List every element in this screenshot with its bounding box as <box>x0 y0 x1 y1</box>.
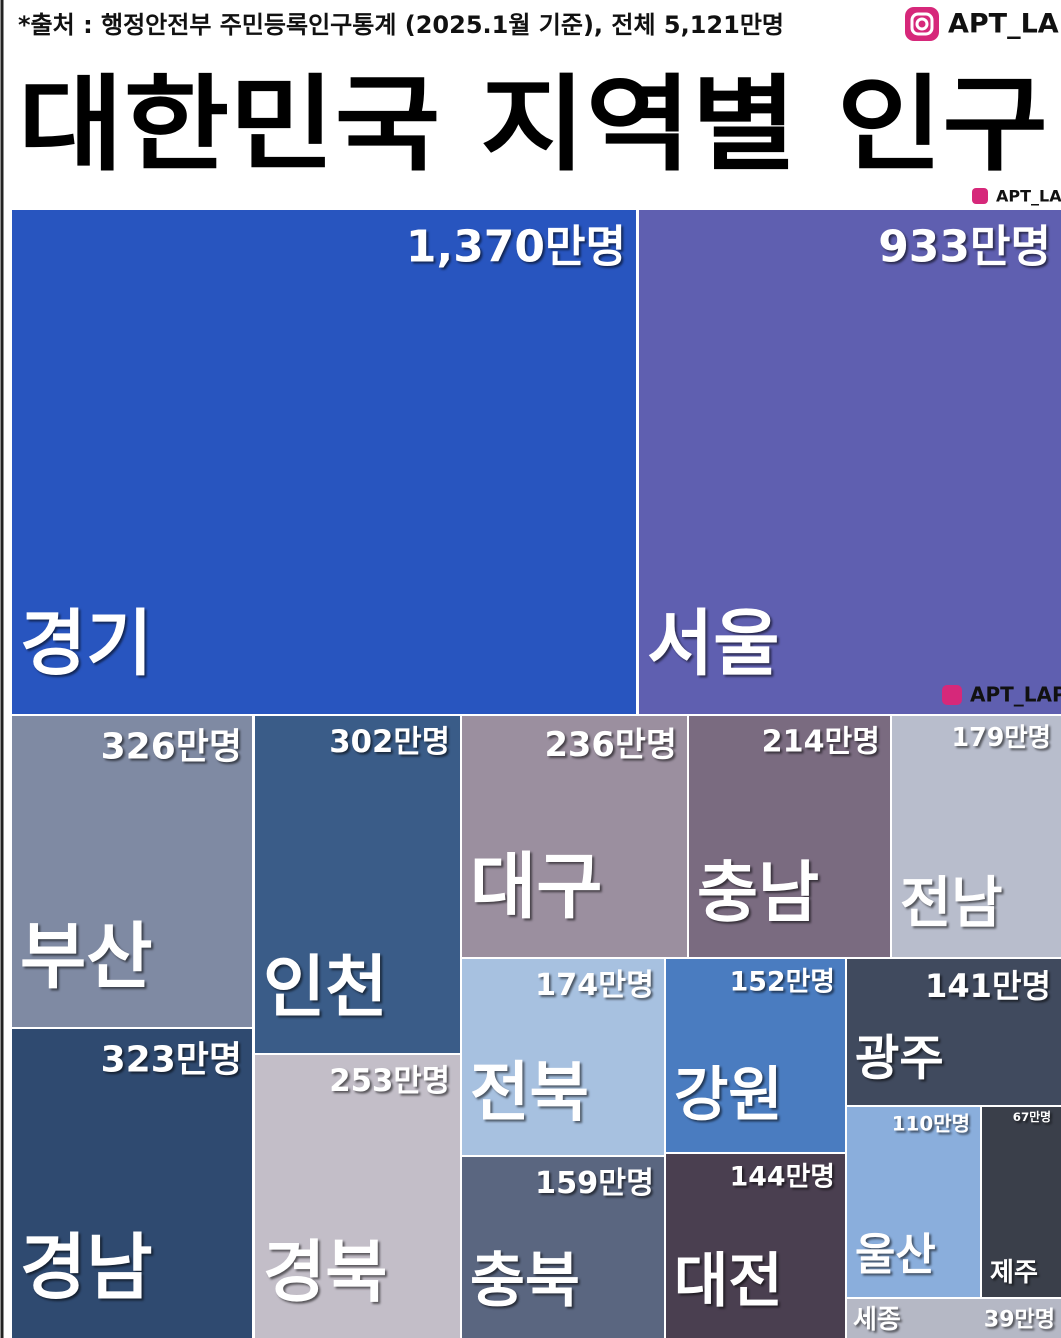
region-label: 대전 <box>674 1246 783 1315</box>
value-label: 302만명 <box>329 724 450 760</box>
region-label: 울산 <box>855 1229 936 1280</box>
tile <box>689 716 890 957</box>
tile <box>12 716 252 1027</box>
region-label: 부산 <box>20 915 152 999</box>
value-label: 152만명 <box>730 967 835 998</box>
region-label: 제주 <box>990 1258 1038 1288</box>
tile <box>666 959 845 1152</box>
instagram-icon <box>972 188 988 204</box>
value-label: 933만명 <box>878 222 1051 273</box>
value-label: 179만명 <box>951 722 1051 752</box>
watermark: APT_LAP <box>970 683 1061 707</box>
tile <box>12 210 636 714</box>
region-label: 경남 <box>20 1226 152 1310</box>
watermark: APT_LAP <box>996 187 1061 206</box>
chart-title: 대한민국 지역별 인구 <box>18 63 1048 185</box>
tile <box>255 1055 460 1338</box>
tile <box>12 1029 252 1338</box>
value-label: 326만명 <box>101 726 242 767</box>
region-label: 충북 <box>470 1247 580 1316</box>
region-label: 강원 <box>674 1060 783 1129</box>
region-label: 인천 <box>263 948 387 1027</box>
region-label: 경기 <box>20 602 152 686</box>
value-label: 236만명 <box>544 725 677 764</box>
value-label: 110만명 <box>892 1111 970 1135</box>
region-label: 광주 <box>855 1031 944 1087</box>
region-label: 충남 <box>697 853 819 931</box>
tile <box>666 1154 845 1338</box>
tile <box>255 716 460 1053</box>
value-label: 39만명 <box>984 1308 1055 1333</box>
watermark: APT_LAP <box>948 9 1061 40</box>
tile <box>639 210 1061 714</box>
region-label: 경북 <box>263 1233 387 1312</box>
source-note: *출처 : 행정안전부 주민등록인구통계 (2025.1월 기준), 전체 5,… <box>18 11 784 39</box>
region-label: 전북 <box>470 1055 589 1130</box>
tile <box>462 716 687 957</box>
tile <box>462 959 664 1155</box>
value-label: 141만명 <box>925 967 1051 1005</box>
tile <box>462 1157 664 1338</box>
instagram-icon <box>942 685 962 705</box>
tile <box>847 1299 1061 1338</box>
value-label: 1,370만명 <box>406 222 626 273</box>
value-label: 67만명 <box>1013 1110 1051 1124</box>
tile <box>892 716 1061 957</box>
region-label: 대구 <box>470 845 602 929</box>
instagram-icon <box>905 7 939 41</box>
region-label: 세종 <box>853 1305 901 1335</box>
region-label: 전남 <box>900 871 1003 936</box>
tile <box>982 1107 1061 1297</box>
value-label: 144만명 <box>730 1162 835 1193</box>
tile <box>847 1107 980 1297</box>
value-label: 159만명 <box>535 1166 654 1201</box>
region-label: 서울 <box>647 602 779 686</box>
value-label: 214만명 <box>762 725 880 760</box>
value-label: 253만명 <box>329 1063 450 1099</box>
value-label: 323만명 <box>101 1039 242 1080</box>
value-label: 174만명 <box>535 968 654 1003</box>
tile <box>847 959 1061 1105</box>
